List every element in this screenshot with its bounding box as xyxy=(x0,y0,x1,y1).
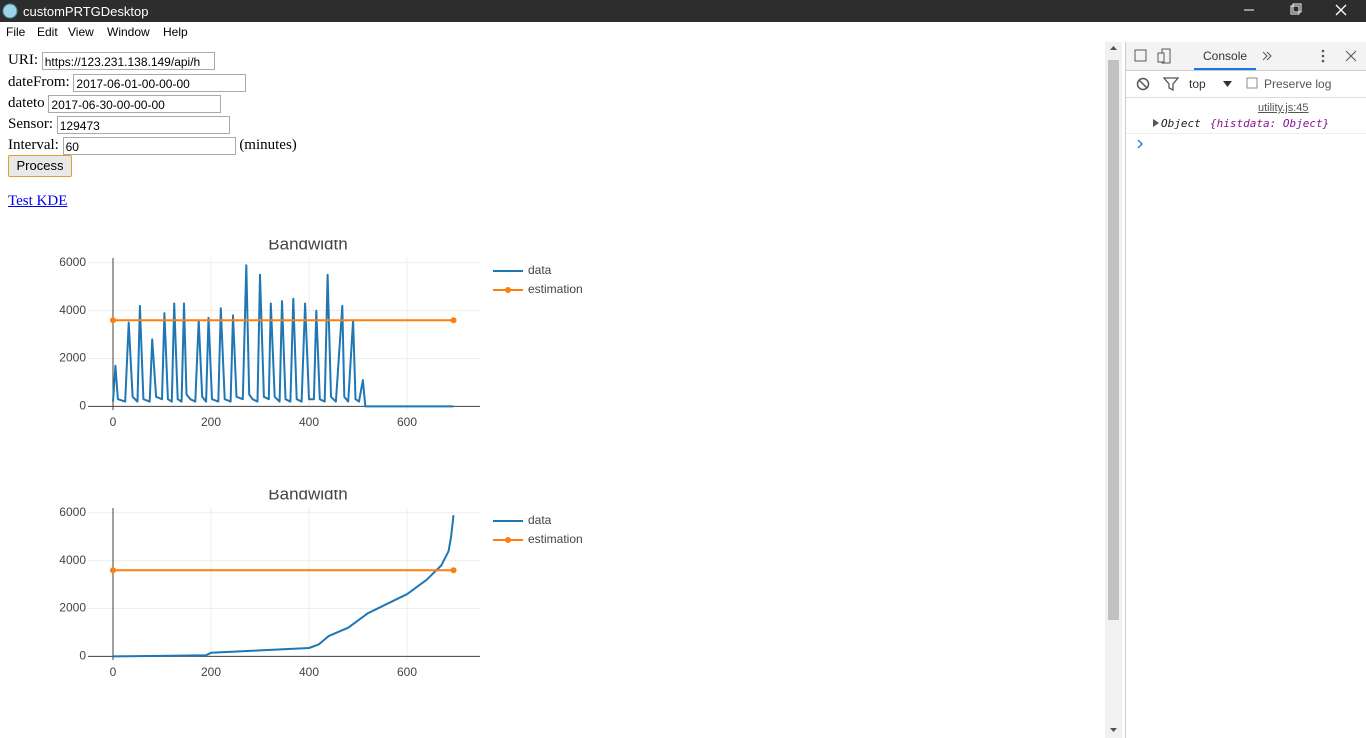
form-row: Sensor: 129473 xyxy=(8,114,230,134)
y-tick-label: 0 xyxy=(79,399,86,413)
y-tick-label: 2000 xyxy=(59,601,86,615)
marker xyxy=(109,317,116,324)
scrollbar[interactable] xyxy=(1105,42,1122,738)
console-prompt[interactable] xyxy=(1136,139,1146,149)
chart-title: Bandwidth xyxy=(268,240,347,253)
y-tick-label: 6000 xyxy=(59,255,86,269)
field-label: Interval: xyxy=(8,137,59,153)
menu-bar: File Edit View Window Help xyxy=(0,22,1366,42)
log-source[interactable]: utility.js:45 xyxy=(1258,102,1309,114)
console-toolbar: top Preserve log xyxy=(1126,71,1366,98)
x-tick-label: 600 xyxy=(397,665,417,679)
field-label: dateFrom: xyxy=(8,74,70,90)
text-input[interactable]: https://123.231.138.149/api/h xyxy=(41,51,215,70)
unit-label: (minutes) xyxy=(239,137,297,153)
devtools-panel: Console top Preserve log utility.js:45 O… xyxy=(1125,42,1366,738)
toolbar-icons[interactable] xyxy=(1261,48,1366,64)
log-divider xyxy=(1126,133,1366,134)
x-tick-label: 400 xyxy=(299,665,319,679)
checkbox[interactable] xyxy=(1246,77,1260,91)
form-row: URI: https://123.231.138.149/api/h xyxy=(8,50,215,70)
legend-marker xyxy=(505,537,511,543)
dropdown-arrow[interactable] xyxy=(1223,79,1233,89)
menu-item[interactable]: View xyxy=(68,25,94,39)
field-label: dateto xyxy=(8,95,45,111)
app-icon xyxy=(2,3,18,19)
form-row: dateFrom: 2017-06-01-00-00-00 xyxy=(8,72,247,92)
filter-icons[interactable] xyxy=(1136,76,1196,92)
chart: Bandwidth 0 2000 4000 6000 0 200 400 600 data esti… xyxy=(59,240,583,429)
x-tick-label: 0 xyxy=(110,665,117,679)
y-tick-label: 6000 xyxy=(59,505,86,519)
field-label: Sensor: xyxy=(8,116,53,132)
y-tick-label: 2000 xyxy=(59,351,86,365)
legend-label: estimation xyxy=(528,282,583,296)
menu-item[interactable]: Help xyxy=(163,25,188,39)
y-tick-label: 4000 xyxy=(59,553,86,567)
menu-item[interactable]: File xyxy=(6,25,26,39)
process-button[interactable]: Process xyxy=(8,155,72,177)
series-line xyxy=(112,515,455,658)
legend-label: data xyxy=(528,513,552,527)
text-input[interactable]: 60 xyxy=(62,136,236,155)
preserve-log-label: Preserve log xyxy=(1264,77,1332,91)
menu-item[interactable]: Window xyxy=(107,25,150,39)
x-tick-label: 0 xyxy=(110,415,117,429)
console-tab[interactable]: Console xyxy=(1203,49,1248,63)
text-input[interactable]: 129473 xyxy=(56,115,230,134)
y-tick-label: 4000 xyxy=(59,303,86,317)
legend-label: data xyxy=(528,263,552,277)
chart: Bandwidth 0 2000 4000 6000 0 200 400 600 data esti… xyxy=(59,490,583,679)
series-line xyxy=(112,264,454,408)
text-input[interactable]: 2017-06-01-00-00-00 xyxy=(73,73,247,92)
link[interactable]: Test KDE xyxy=(8,193,68,209)
title-bar: customPRTGDesktop xyxy=(0,0,1366,22)
form-row: dateto 2017-06-30-00-00-00 xyxy=(8,93,222,113)
legend-label: estimation xyxy=(528,532,583,546)
window-controls[interactable] xyxy=(1230,0,1366,22)
context-select[interactable]: top xyxy=(1189,77,1206,91)
y-tick-label: 0 xyxy=(79,649,86,663)
chart-title: Bandwidth xyxy=(268,490,347,503)
text-input[interactable]: 2017-06-30-00-00-00 xyxy=(48,94,222,113)
expand-arrow[interactable] xyxy=(1151,118,1161,128)
menu-item[interactable]: Edit xyxy=(37,25,58,39)
log-detail: {histdata: Object} xyxy=(1210,117,1330,130)
marker xyxy=(450,567,457,574)
tab-underline xyxy=(1194,68,1256,70)
log-object[interactable]: Object xyxy=(1161,117,1201,130)
x-tick-label: 200 xyxy=(201,665,221,679)
form-row: Interval: 60 (minutes) xyxy=(8,135,297,155)
x-tick-label: 600 xyxy=(397,415,417,429)
legend-marker xyxy=(505,287,511,293)
x-tick-label: 400 xyxy=(299,415,319,429)
marker xyxy=(450,317,457,324)
window-title: customPRTGDesktop xyxy=(23,4,149,19)
inspect-icons[interactable] xyxy=(1134,48,1174,64)
devtools-toolbar: Console xyxy=(1126,42,1366,71)
marker xyxy=(109,567,116,574)
field-label: URI: xyxy=(8,52,38,68)
x-tick-label: 200 xyxy=(201,415,221,429)
